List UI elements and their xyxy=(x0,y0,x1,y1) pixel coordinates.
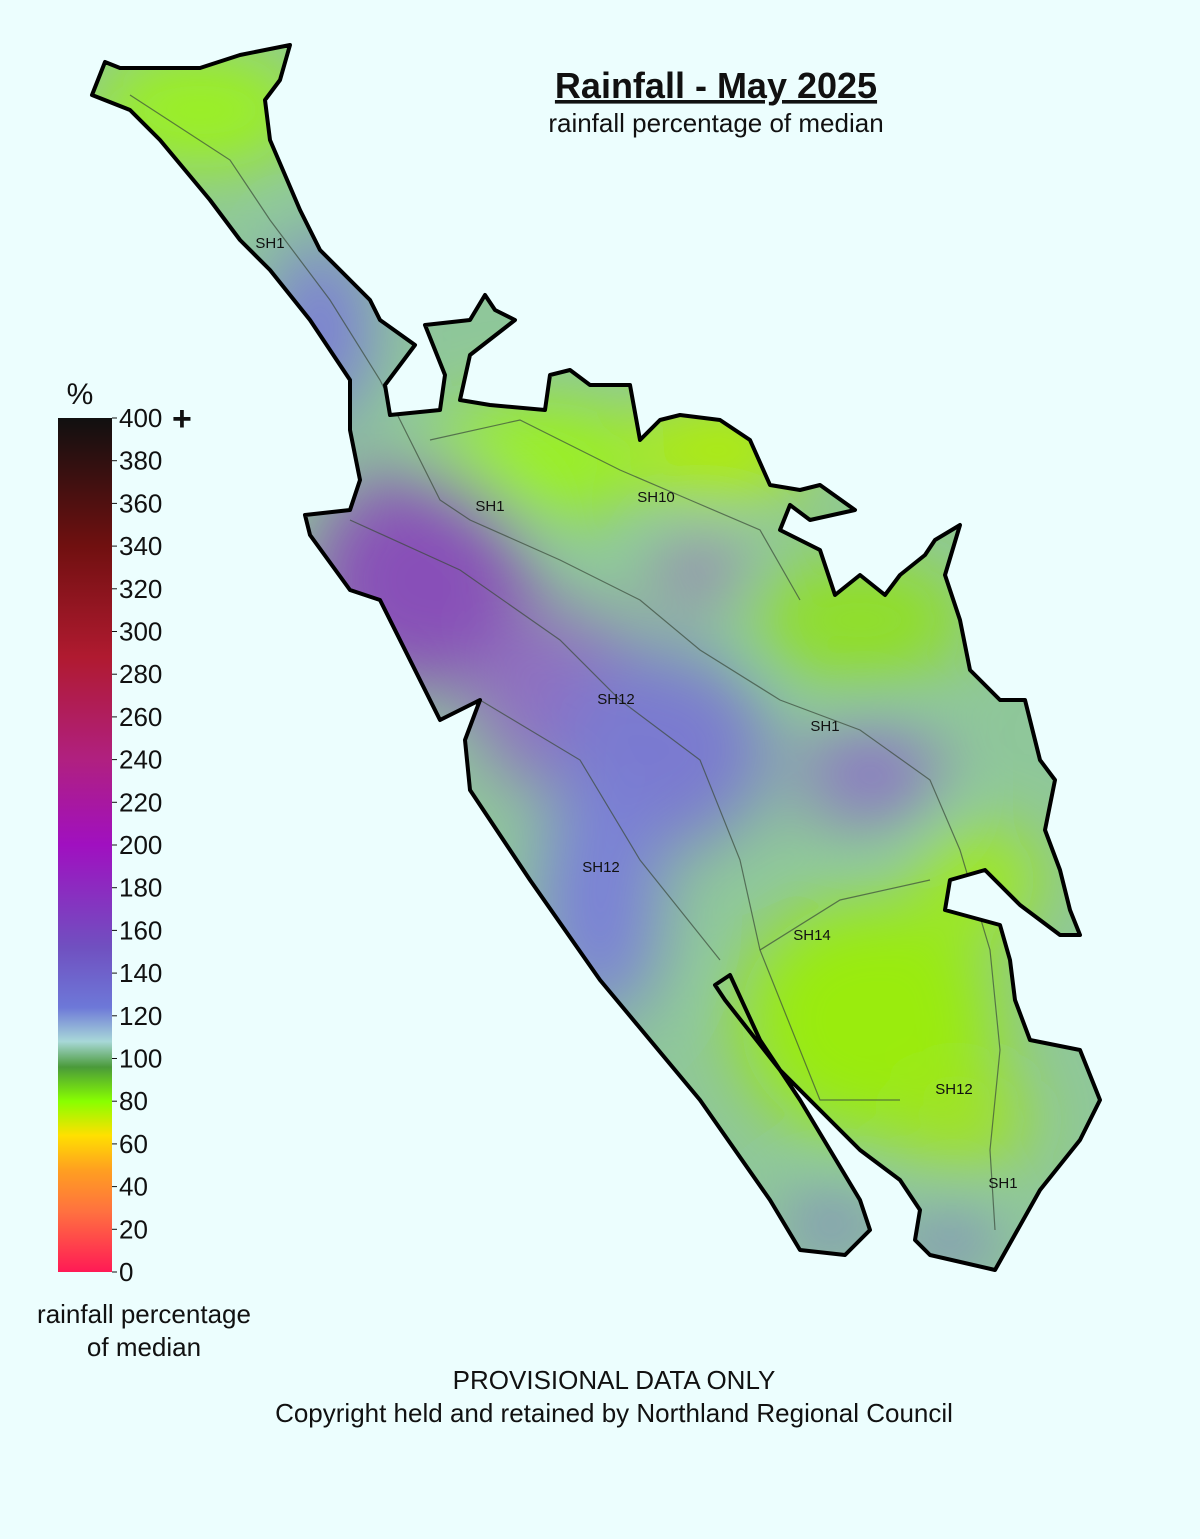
road-label: SH10 xyxy=(637,489,675,506)
legend-top-suffix: + xyxy=(172,400,192,438)
legend-tick-label: 360 xyxy=(119,488,162,518)
map-subtitle: rainfall percentage of median xyxy=(548,108,883,138)
legend-tick-label: 160 xyxy=(119,915,162,945)
footer-notice: PROVISIONAL DATA ONLY xyxy=(453,1365,776,1395)
legend-tick-label: 0 xyxy=(119,1257,133,1287)
road-label: SH1 xyxy=(988,1175,1017,1192)
legend-tick-label: 220 xyxy=(119,787,162,817)
road-label: SH12 xyxy=(597,691,635,708)
road-label: SH12 xyxy=(935,1081,973,1098)
legend-tick-label: 300 xyxy=(119,617,162,647)
legend-tick-label: 120 xyxy=(119,1001,162,1031)
legend-tick-label: 380 xyxy=(119,446,162,476)
legend-unit: % xyxy=(67,378,94,411)
road-label: SH1 xyxy=(475,498,504,515)
road-label: SH12 xyxy=(582,859,620,876)
road-label: SH14 xyxy=(793,927,831,944)
legend: % rainfall percentage of median 0 20 40 60 8… xyxy=(37,378,251,1362)
legend-tick-label: 240 xyxy=(119,745,162,775)
legend-tick-label: 280 xyxy=(119,659,162,689)
footer-copyright: Copyright held and retained by Northland… xyxy=(275,1398,953,1428)
legend-caption: of median xyxy=(87,1332,201,1362)
legend-caption: rainfall percentage xyxy=(37,1299,251,1329)
legend-tick-label: 180 xyxy=(119,873,162,903)
legend-tick-label: 400 xyxy=(119,403,162,433)
road-labels: SH1 SH1 SH10 SH12 SH1 SH12 SH14 SH12 SH1 xyxy=(255,235,1017,1192)
legend-tick-label: 260 xyxy=(119,702,162,732)
legend-tick-label: 320 xyxy=(119,574,162,604)
legend-tick-label: 200 xyxy=(119,830,162,860)
color-scale xyxy=(58,418,112,1272)
legend-tick-label: 340 xyxy=(119,531,162,561)
road-label: SH1 xyxy=(255,235,284,252)
legend-tick-label: 80 xyxy=(119,1086,148,1116)
legend-tick-label: 100 xyxy=(119,1044,162,1074)
road-label: SH1 xyxy=(810,718,839,735)
legend-tick-label: 60 xyxy=(119,1129,148,1159)
legend-tick-label: 20 xyxy=(119,1214,148,1244)
map-title: Rainfall - May 2025 xyxy=(555,65,877,106)
legend-tick-label: 40 xyxy=(119,1172,148,1202)
legend-tick-label: 140 xyxy=(119,958,162,988)
